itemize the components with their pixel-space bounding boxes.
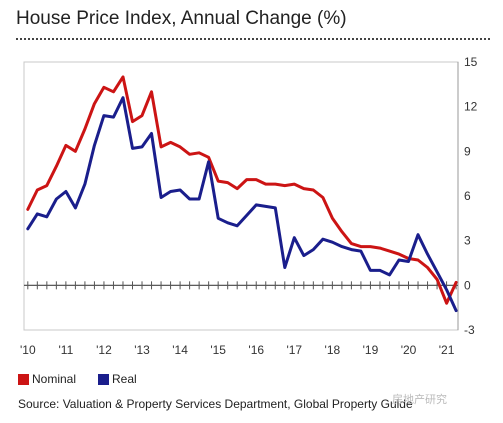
x-tick-label: '12 [96,343,112,357]
series-lines [26,75,458,313]
y-tick-label: 3 [464,234,471,248]
legend-swatch-nominal [18,373,29,385]
legend-item-nominal: Nominal [18,372,76,386]
legend-label-real: Real [112,372,137,386]
plot-frame [23,61,459,331]
x-tick-labels: '10 '11 '12 '13 '14 '15 '16 '17 '18 '19 '20 '21 [20,343,455,357]
x-tick-label: '20 [401,343,417,357]
legend-swatch-real [98,373,110,385]
legend: Nominal Real [18,372,159,386]
x-tick-label: '18 [325,343,341,357]
x-tick-label: '19 [363,343,379,357]
legend-label-nominal: Nominal [32,372,77,386]
series-line-real [26,96,458,313]
x-tick-label: '21 [439,343,455,357]
chart-title: House Price Index, Annual Change (%) [16,8,347,29]
series-line-nominal [26,75,458,305]
x-tick-label: '11 [59,343,74,357]
y-tick-label: -3 [464,323,475,337]
y-tick-label: 0 [464,278,471,292]
y-tick-label: 6 [464,189,471,203]
y-tick-labels: 15 12 9 6 3 0 -3 [464,55,478,337]
x-tick-label: '14 [172,343,188,357]
y-tick-label: 9 [464,144,471,158]
source-note: Source: Valuation & Property Services De… [18,397,413,411]
y-tick-label: 12 [464,100,478,114]
legend-item-real: Real [98,372,137,386]
title-divider [16,38,490,40]
x-tick-label: '10 [20,343,36,357]
x-tick-label: '17 [286,343,302,357]
x-minor-ticks [27,281,457,290]
x-tick-label: '15 [210,343,226,357]
x-tick-label: '13 [134,343,150,357]
watermark: 房地产研究 [392,394,447,406]
y-tick-label: 15 [464,55,478,69]
x-tick-label: '16 [248,343,264,357]
